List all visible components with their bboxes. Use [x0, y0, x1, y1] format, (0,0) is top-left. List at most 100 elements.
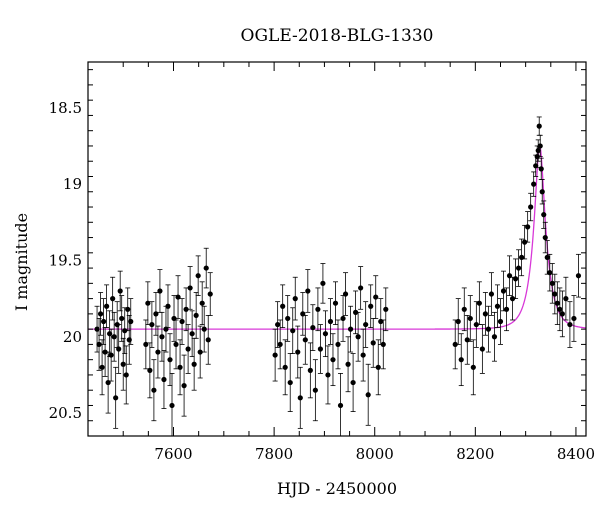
- data-point: [155, 325, 161, 379]
- data-point: [506, 255, 513, 296]
- data-point: [305, 269, 311, 313]
- data-marker: [535, 147, 541, 154]
- data-marker: [340, 315, 346, 322]
- data-point: [350, 353, 356, 412]
- data-point: [312, 359, 318, 422]
- chart-title: OGLE-2018-BLG-1330: [241, 26, 434, 46]
- data-marker: [345, 361, 351, 367]
- data-marker: [110, 296, 116, 302]
- data-point: [119, 295, 125, 342]
- data-marker: [467, 315, 473, 322]
- data-marker: [159, 334, 165, 340]
- data-marker: [522, 239, 528, 245]
- data-marker: [538, 166, 544, 172]
- data-marker: [125, 306, 131, 312]
- data-marker: [488, 291, 495, 297]
- data-marker: [512, 276, 519, 282]
- data-point: [342, 272, 349, 316]
- data-point: [464, 315, 470, 365]
- data-point: [275, 301, 281, 348]
- data-marker: [327, 318, 334, 325]
- data-marker: [157, 288, 163, 294]
- data-marker: [479, 346, 485, 352]
- data-point: [177, 339, 183, 396]
- data-point: [552, 273, 558, 315]
- data-point: [151, 359, 157, 422]
- data-marker: [525, 224, 531, 230]
- x-axis-label: HJD - 2450000: [277, 479, 397, 498]
- data-marker: [370, 340, 376, 346]
- data-point: [537, 134, 543, 158]
- plot-area: [88, 116, 586, 436]
- data-point: [173, 319, 179, 370]
- data-marker: [380, 341, 386, 348]
- data-point: [128, 298, 134, 345]
- data-marker: [181, 383, 187, 389]
- data-marker: [185, 346, 191, 352]
- data-marker: [167, 357, 173, 363]
- data-marker: [503, 306, 510, 312]
- data-point: [455, 298, 461, 345]
- data-marker: [531, 181, 537, 187]
- y-tick-label: 18.5: [49, 99, 82, 117]
- data-point: [563, 276, 569, 321]
- x-tick-label: 8400: [557, 445, 595, 463]
- data-marker: [197, 349, 203, 355]
- data-marker: [272, 352, 278, 358]
- data-marker: [111, 334, 117, 340]
- data-marker: [116, 346, 122, 352]
- data-layer: [88, 116, 586, 436]
- data-point: [322, 310, 329, 358]
- data-marker: [297, 395, 303, 401]
- data-marker: [108, 352, 114, 358]
- data-point: [559, 290, 565, 338]
- data-marker: [120, 361, 126, 367]
- data-marker: [322, 331, 329, 337]
- data-marker: [205, 337, 211, 343]
- data-point: [116, 324, 122, 374]
- data-marker: [307, 367, 313, 373]
- data-marker: [360, 352, 366, 358]
- y-axis-label: I magnitude: [12, 213, 31, 311]
- data-point: [503, 287, 510, 332]
- data-point: [165, 284, 171, 329]
- data-marker: [99, 364, 105, 370]
- data-marker: [275, 321, 281, 328]
- data-marker: [476, 300, 482, 306]
- data-marker: [285, 315, 291, 322]
- data-marker: [201, 326, 207, 332]
- data-point: [307, 342, 313, 399]
- data-marker: [161, 376, 167, 383]
- y-tick-label: 20: [63, 328, 82, 346]
- data-marker: [282, 364, 288, 370]
- data-marker: [177, 364, 183, 370]
- data-marker: [173, 341, 179, 348]
- data-marker: [509, 296, 516, 302]
- data-point: [383, 287, 389, 332]
- data-marker: [500, 288, 507, 294]
- data-marker: [335, 341, 341, 348]
- data-marker: [539, 189, 545, 195]
- data-point: [330, 333, 336, 387]
- data-point: [315, 287, 321, 332]
- data-marker: [287, 379, 293, 386]
- data-point: [282, 339, 288, 396]
- data-marker: [187, 285, 193, 291]
- data-point: [375, 339, 381, 396]
- data-marker: [183, 306, 189, 312]
- data-marker: [153, 311, 159, 317]
- data-marker: [494, 303, 501, 309]
- data-point: [149, 301, 155, 348]
- data-point: [201, 305, 207, 353]
- data-marker: [375, 364, 381, 370]
- data-marker: [325, 372, 331, 378]
- data-point: [458, 333, 464, 387]
- data-point: [108, 328, 114, 382]
- data-point: [285, 295, 291, 342]
- data-marker: [355, 334, 361, 340]
- data-marker: [482, 311, 488, 317]
- data-marker: [96, 341, 102, 348]
- data-marker: [497, 318, 504, 325]
- data-point: [143, 319, 149, 370]
- data-point: [494, 284, 501, 329]
